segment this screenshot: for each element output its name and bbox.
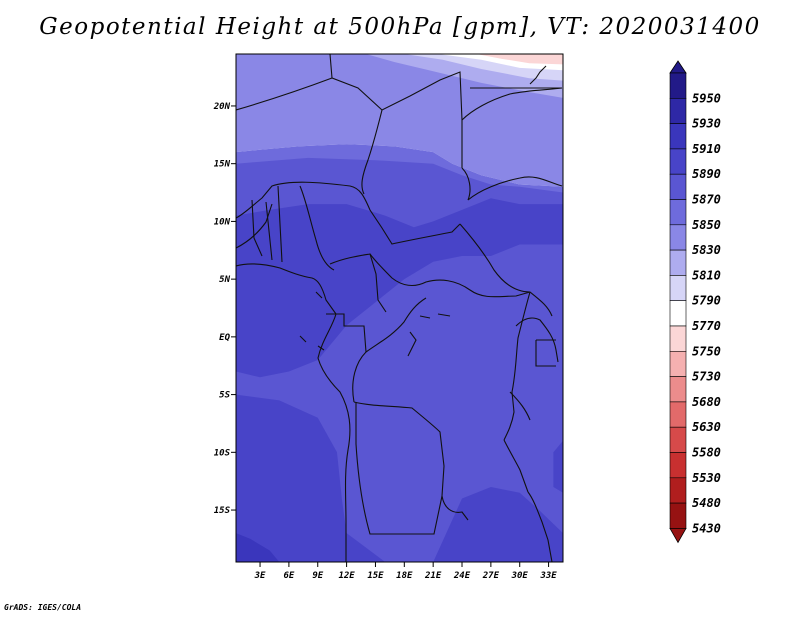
legend-label: 5950 xyxy=(692,91,721,105)
contour-region-5890-6 xyxy=(553,440,563,493)
legend-swatch-5580 xyxy=(669,426,687,453)
legend-swatch-5910 xyxy=(669,123,687,150)
legend-swatch-5530 xyxy=(669,452,687,479)
color-legend: 5950 5930 5910 5890 5870 5850 5830 5810 5790 5770… xyxy=(669,60,721,544)
y-tick-label: 5S xyxy=(219,391,230,401)
legend-label: 5870 xyxy=(692,193,721,207)
x-tick-label: 21E xyxy=(424,571,442,581)
y-tick-label: 10N xyxy=(214,217,231,227)
legend-swatch-5680 xyxy=(669,376,687,403)
legend-swatch-5770 xyxy=(669,300,687,327)
x-tick-label: 15E xyxy=(367,571,384,581)
contour-region-5830-0 xyxy=(236,54,563,187)
legend-swatch-5730 xyxy=(669,350,687,377)
legend-label: 5680 xyxy=(692,395,721,409)
legend-label: 5530 xyxy=(692,471,721,485)
x-tick-label: 27E xyxy=(482,571,500,581)
x-axis: 3E 6E 9E 12E 15E 18E 21E 24E 27E 30E 33E xyxy=(254,562,557,581)
y-axis: 20N 15N 10N 5N EQ 5S 10S 15S xyxy=(213,102,236,516)
legend-swatch-5630 xyxy=(669,401,687,428)
contour-region-5890-4 xyxy=(236,394,386,562)
x-tick-label: 6E xyxy=(283,571,294,581)
x-tick-label: 33E xyxy=(539,571,557,581)
legend-swatch-5950 xyxy=(669,72,687,99)
y-tick-label: 15N xyxy=(214,160,231,170)
legend-swatch-5830 xyxy=(669,224,687,251)
legend-label: 5770 xyxy=(692,319,721,333)
legend-label: 5630 xyxy=(692,420,721,434)
legend-label: 5480 xyxy=(692,496,721,510)
legend-label: 5430 xyxy=(692,521,721,535)
legend-label: 5810 xyxy=(692,268,721,282)
legend-label: 5910 xyxy=(692,142,721,156)
contour-fills xyxy=(236,54,563,562)
legend-swatch-5810 xyxy=(669,249,687,276)
legend-label: 5830 xyxy=(692,243,721,257)
legend-bottom-arrow xyxy=(669,528,687,544)
legend-swatch-5850 xyxy=(669,199,687,226)
legend-label: 5730 xyxy=(692,370,721,384)
chart-title: Geopotential Height at 500hPa [gpm], VT:… xyxy=(39,14,761,40)
legend-swatch-5870 xyxy=(669,173,687,200)
x-tick-label: 3E xyxy=(254,571,266,581)
legend-swatch-5890 xyxy=(669,148,687,175)
legend-top-arrow xyxy=(669,60,687,74)
legend-label: 5790 xyxy=(692,294,721,308)
contour-region-5910-7 xyxy=(236,533,280,562)
x-tick-label: 24E xyxy=(453,571,471,581)
legend-label: 5890 xyxy=(692,167,721,181)
y-tick-label: EQ xyxy=(219,333,230,343)
contour-region-5750-11 xyxy=(476,54,563,65)
legend-label: 5930 xyxy=(692,117,721,131)
legend-label: 5750 xyxy=(692,344,721,358)
contour-region-5890-5 xyxy=(433,487,563,562)
contour-region-5890-3 xyxy=(236,198,563,378)
legend-swatch-5790 xyxy=(669,275,687,301)
legend-swatch-5480 xyxy=(669,477,687,504)
credit-text: GrADS: IGES/COLA xyxy=(4,603,82,612)
x-tick-label: 9E xyxy=(312,571,323,581)
x-tick-label: 30E xyxy=(511,571,529,581)
legend-label: 5850 xyxy=(692,218,721,232)
country-borders xyxy=(236,54,563,562)
legend-label: 5580 xyxy=(692,446,721,460)
legend-swatch-5430 xyxy=(669,502,687,529)
plot-frame xyxy=(235,53,564,563)
y-tick-label: 15S xyxy=(214,506,231,516)
legend-swatch-5930 xyxy=(669,98,687,124)
y-tick-label: 10S xyxy=(214,448,231,458)
y-tick-label: 20N xyxy=(213,102,231,112)
x-tick-label: 18E xyxy=(396,571,413,581)
legend-swatch-5750 xyxy=(669,325,687,352)
x-tick-label: 12E xyxy=(338,571,355,581)
y-tick-label: 5N xyxy=(219,275,230,285)
